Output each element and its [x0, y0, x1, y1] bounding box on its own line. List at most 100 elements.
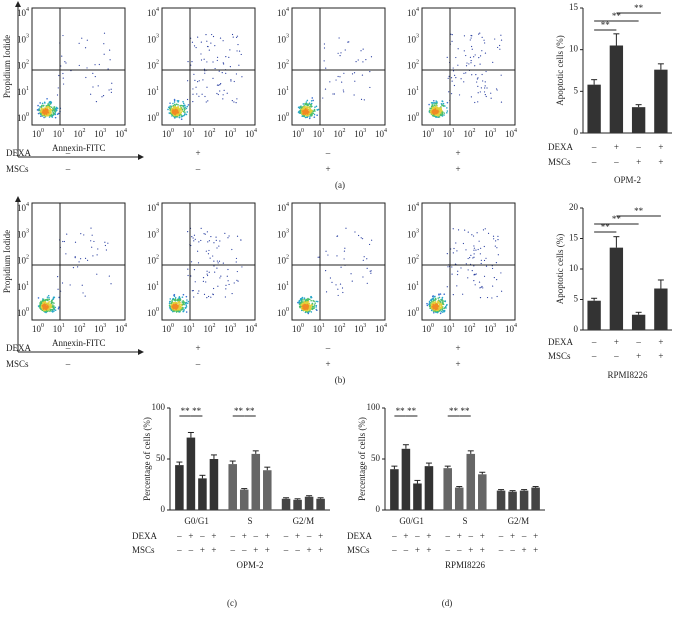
dot: [206, 40, 208, 42]
dot: [338, 37, 340, 39]
tick-base: 10: [147, 256, 157, 266]
dot: [202, 280, 204, 282]
dot: [102, 95, 105, 97]
dot: [430, 110, 432, 113]
dot: [53, 106, 55, 108]
dot: [435, 303, 438, 305]
dot: [206, 297, 208, 299]
dot: [434, 104, 436, 107]
tick-exponent: 3: [416, 229, 419, 235]
dot: [176, 113, 178, 116]
dot: [236, 279, 238, 281]
dot: [107, 242, 109, 244]
tick-exponent: 2: [286, 255, 289, 261]
dot: [457, 64, 459, 66]
sig-label: **: [634, 3, 644, 13]
dot: [94, 64, 96, 66]
dot: [309, 103, 311, 106]
dot: [183, 303, 185, 306]
dot: [168, 112, 171, 114]
dot: [225, 284, 227, 287]
dot: [182, 100, 184, 103]
tick-exponent: 3: [26, 229, 29, 235]
dot: [49, 114, 51, 117]
tick-exponent: 4: [384, 128, 387, 134]
dot: [475, 74, 477, 76]
dot: [308, 102, 311, 105]
dot: [177, 101, 179, 103]
tick-base: 10: [407, 256, 417, 266]
dot: [47, 113, 50, 116]
dot: [486, 87, 488, 89]
y-tick-label: 102: [407, 60, 419, 71]
dot: [429, 107, 432, 110]
tick-exponent: 4: [124, 323, 127, 329]
dot: [210, 296, 212, 298]
dot: [433, 309, 435, 311]
dot: [173, 114, 176, 117]
tick-base: 10: [183, 324, 193, 334]
dot: [235, 261, 237, 263]
y-tick-label: 100: [152, 402, 166, 412]
dot: [315, 300, 318, 303]
y-axis-label: Apoptotic cells (%): [555, 35, 565, 105]
dot: [218, 245, 220, 247]
dot: [52, 111, 54, 113]
dot: [57, 112, 60, 115]
dot: [50, 299, 53, 302]
bar: [478, 474, 487, 510]
dot: [441, 298, 443, 300]
tick-base: 10: [115, 324, 125, 334]
tick-exponent: 0: [26, 112, 29, 118]
dot: [78, 261, 80, 263]
dot: [200, 239, 202, 242]
dot: [309, 308, 312, 310]
dot: [480, 286, 482, 288]
tick-base: 10: [354, 324, 364, 334]
dot: [492, 285, 494, 287]
dot: [436, 106, 439, 109]
dot: [484, 228, 486, 230]
dot: [344, 49, 346, 51]
dot: [477, 101, 479, 103]
dot: [207, 241, 209, 243]
dot: [339, 55, 341, 57]
tick-base: 10: [277, 308, 287, 318]
x-tick-label: 100: [422, 128, 434, 139]
dot: [500, 34, 502, 36]
dot: [494, 38, 496, 40]
y-tick-label: 101: [17, 281, 29, 292]
dot: [179, 104, 181, 107]
dot: [310, 115, 313, 117]
dot: [91, 234, 93, 236]
x-tick-label: 101: [443, 128, 455, 139]
dot: [363, 256, 365, 258]
dot: [187, 231, 189, 233]
arrow-head: [138, 154, 144, 160]
y-tick-label: 102: [147, 255, 159, 266]
dot: [306, 304, 308, 307]
dot: [197, 262, 200, 264]
dot: [324, 88, 327, 90]
dot: [306, 116, 309, 119]
y-tick-label: 100: [277, 307, 289, 318]
dot: [185, 107, 188, 110]
dot: [235, 73, 238, 75]
dot: [301, 299, 303, 301]
dot: [299, 302, 301, 305]
dot: [65, 62, 67, 64]
dot: [435, 111, 438, 114]
sig-label: **: [246, 406, 256, 416]
plot-frame: [291, 7, 386, 126]
dot: [37, 297, 40, 299]
bar: [424, 466, 434, 510]
row-sign: –: [294, 545, 300, 555]
dot: [457, 48, 459, 50]
tick-exponent: 3: [156, 34, 159, 40]
dot: [54, 111, 57, 114]
dot: [305, 309, 308, 312]
dot: [174, 301, 176, 304]
dot: [192, 101, 194, 103]
dot: [207, 100, 209, 102]
